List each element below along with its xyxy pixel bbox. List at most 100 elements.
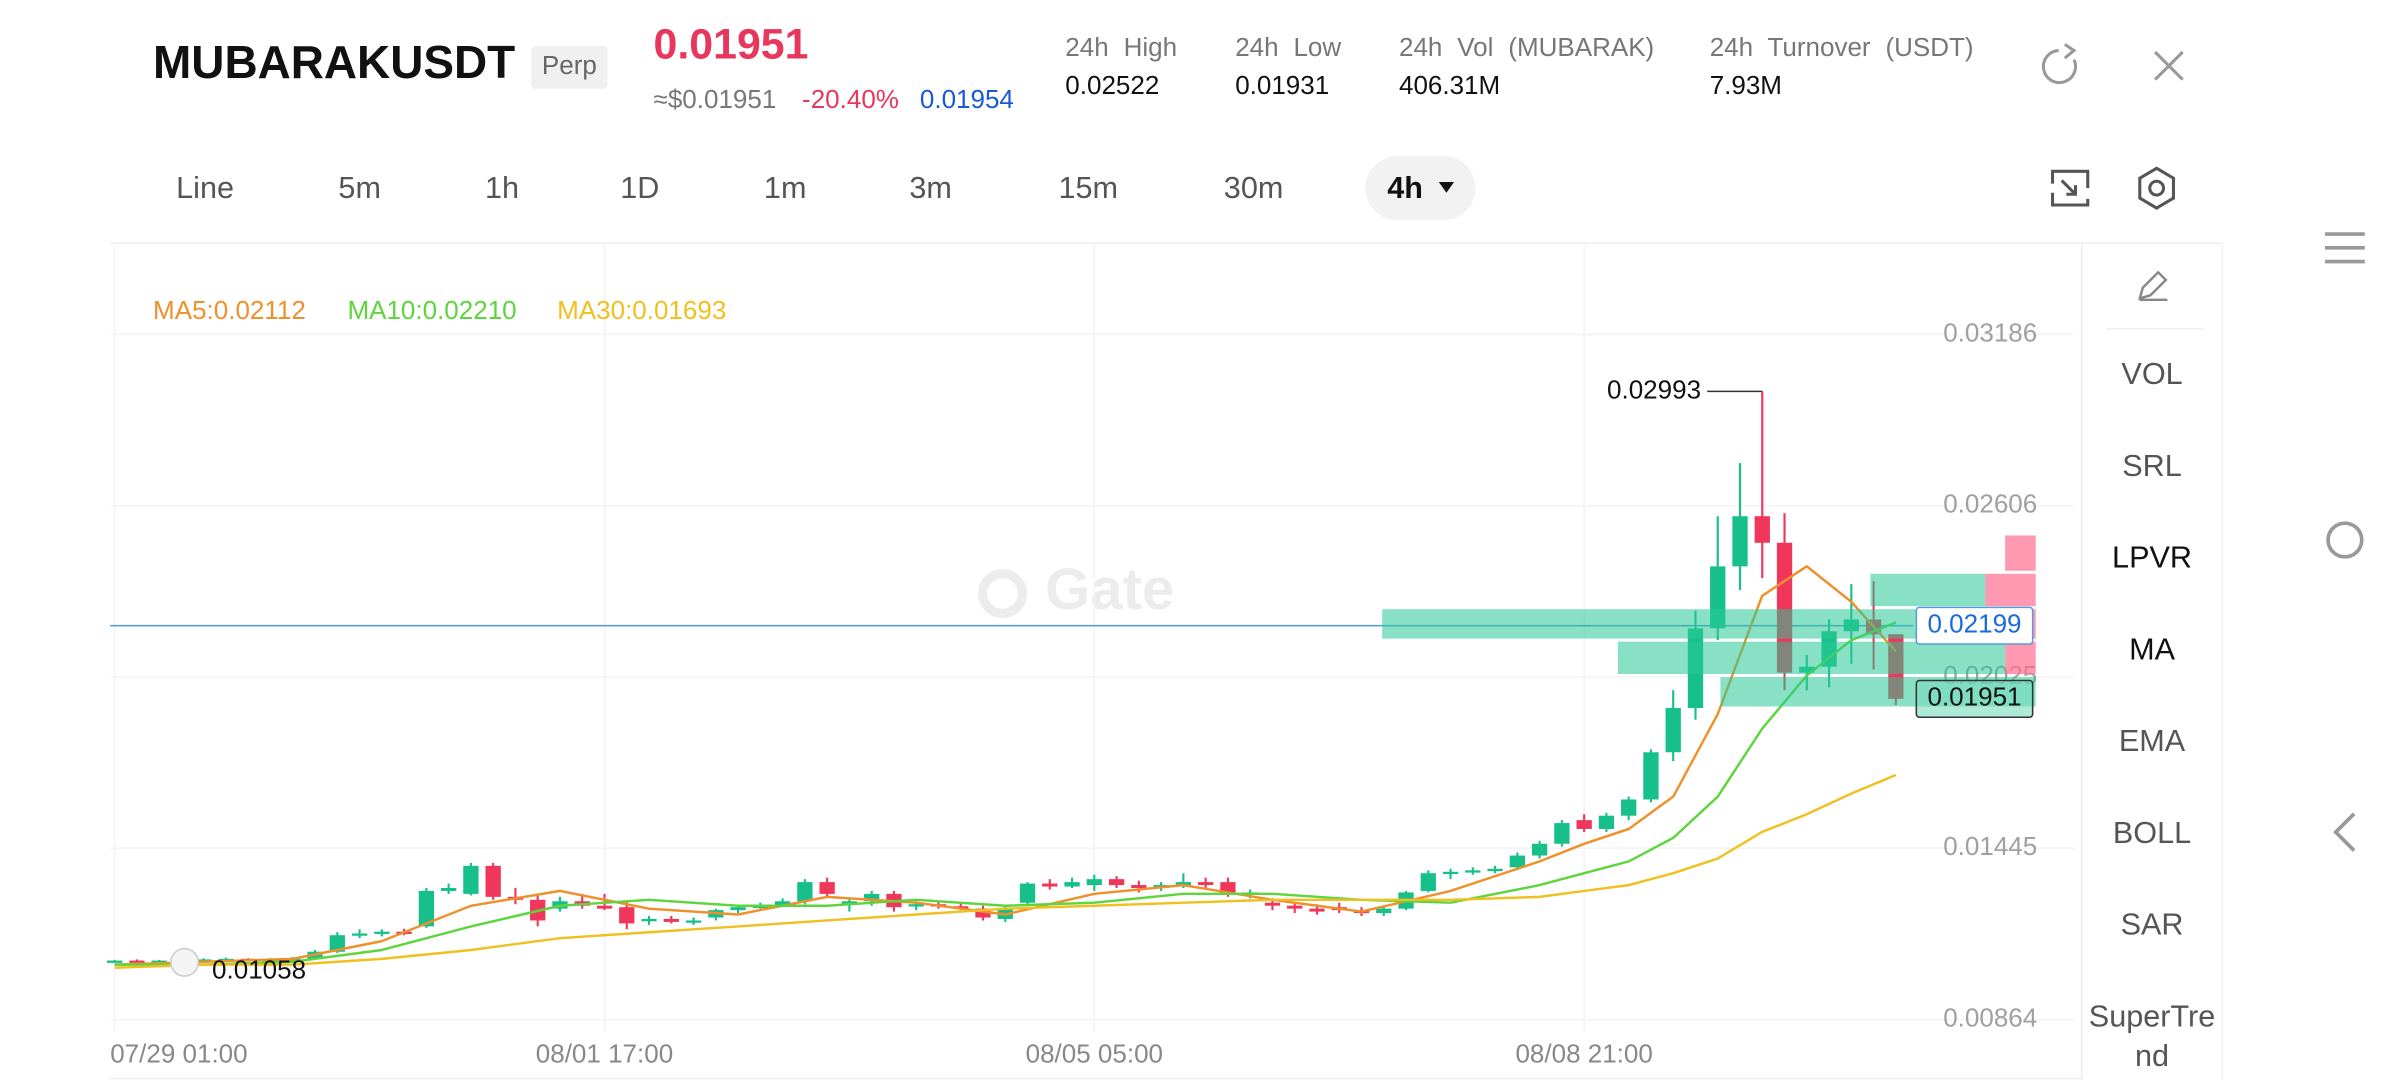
indicator-slot: MA [2129, 633, 2175, 667]
candle-body [1531, 843, 1548, 856]
candle-body [1621, 799, 1637, 816]
ma-line [114, 564, 1897, 966]
active-timeframe-pill [1365, 156, 1476, 221]
last-price-label: 0.01951 [1927, 682, 2021, 712]
indicator-tab[interactable]: EMA [2118, 725, 2186, 759]
indicator-slot: SuperTrend [2088, 1000, 2216, 1074]
candle-body [1442, 871, 1459, 875]
candle-body [1019, 883, 1036, 903]
y-tick-label: 0.02606 [1943, 488, 2037, 518]
timeframe-tab[interactable]: 1D [620, 171, 659, 205]
candle-body [1309, 908, 1325, 912]
candle-body [1064, 882, 1080, 887]
candle-body [619, 907, 635, 924]
price-line-label: 0.02199 [1927, 609, 2021, 639]
stat-value: 406.31M [1399, 70, 1500, 100]
back-icon[interactable] [2333, 812, 2356, 852]
candle-body [1175, 882, 1192, 886]
candle-body [418, 890, 435, 927]
candle-body [1576, 820, 1592, 829]
candle-body [1643, 752, 1659, 800]
watermark-logo [978, 569, 1028, 619]
candle-body [841, 901, 858, 904]
lpvr-buy-bar [1617, 641, 2006, 675]
indicator-tab[interactable]: MA [2129, 633, 2175, 667]
contract: Perp [542, 50, 597, 80]
indicator-slot: BOLL [2112, 816, 2192, 851]
home-icon[interactable] [2326, 521, 2364, 559]
x-tick-label: 08/05 05:00 [1026, 1038, 1163, 1068]
stat-value: 0.02522 [1065, 70, 1159, 100]
candle-body [485, 865, 501, 897]
settings-icon[interactable] [2138, 166, 2175, 210]
candle-body [1665, 708, 1681, 753]
usd-price: ≈$0.01951 [654, 84, 777, 114]
ma-line [114, 621, 1897, 966]
timeframe-tab[interactable]: 5m [338, 171, 381, 205]
candle-body [685, 920, 702, 923]
symbol: MUBARAKUSDT [153, 36, 515, 88]
indicator-tab[interactable]: SRL [2122, 449, 2182, 484]
close-icon[interactable] [2154, 50, 2184, 81]
candle-body [1042, 883, 1058, 887]
refresh-icon[interactable] [2041, 43, 2078, 85]
pencil-icon[interactable] [2138, 270, 2168, 302]
ma-line [114, 773, 1897, 969]
stat-value: 0.01931 [1235, 70, 1329, 100]
candle-body [1776, 542, 1793, 673]
indicator-slot: EMA [2118, 725, 2186, 759]
timeframe-tab[interactable]: 1h [485, 171, 519, 205]
x-tick-label: 08/08 21:00 [1515, 1038, 1652, 1068]
timeframe-tab[interactable]: 4h [1387, 171, 1423, 205]
candle-body [1487, 868, 1503, 872]
y-tick-label: 0.00864 [1943, 1002, 2037, 1032]
candle-body [1554, 823, 1570, 844]
candle-body [440, 887, 457, 891]
ma-legend: MA10:0.02210 [347, 295, 516, 325]
candle-body [463, 865, 479, 894]
candle-body [1465, 870, 1481, 873]
indicator-tab[interactable]: BOLL [2112, 816, 2192, 851]
lpvr-buy-bar [1382, 609, 1995, 639]
x-tick-label: 08/01 17:00 [536, 1038, 673, 1068]
indicator-tab[interactable]: LPVR [2112, 541, 2193, 576]
candle-body [1598, 815, 1615, 829]
screenshot-icon[interactable] [2051, 169, 2090, 207]
menu-icon[interactable] [2325, 232, 2365, 264]
stat-label: 24h Turnover (USDT) [1710, 32, 1974, 62]
timeframe-tab[interactable]: 1m [764, 171, 807, 205]
ma-legend: MA30:0.01693 [557, 295, 726, 325]
indicator-slot: SRL [2122, 449, 2182, 484]
dropdown-arrow[interactable] [1438, 182, 1455, 193]
candle-body [730, 907, 746, 911]
candle-body [641, 918, 657, 922]
candle-body [1131, 885, 1147, 888]
timeframe-tab[interactable]: 30m [1224, 171, 1284, 205]
stat-label: 24h Vol (MUBARAK) [1399, 32, 1654, 62]
price-line-box [1915, 606, 2034, 645]
low-label: 0.01058 [212, 954, 306, 984]
ma-legend: MA5:0.02112 [153, 295, 306, 325]
candle-body [329, 935, 345, 952]
change: -20.40% [802, 84, 899, 114]
indicator-tab[interactable]: SuperTrend [2088, 1000, 2216, 1074]
candle-body [351, 933, 368, 936]
candle-body [975, 908, 991, 918]
timeframe-tab[interactable]: 15m [1058, 171, 1118, 205]
candle-body [819, 882, 835, 894]
lpvr-sell-bar [2005, 535, 2036, 571]
indicator-tab[interactable]: SAR [2120, 908, 2184, 943]
candle-body [908, 904, 924, 907]
indicator-slot: SAR [2120, 908, 2184, 943]
timeframe-tab[interactable]: 3m [909, 171, 952, 205]
candle-body [663, 918, 679, 922]
candle-body [374, 931, 390, 934]
timeframe-tab[interactable]: Line [176, 171, 234, 205]
indicator-slot: VOL [2121, 357, 2183, 392]
candle-body [1108, 879, 1125, 886]
indicator-tab[interactable]: VOL [2121, 357, 2183, 392]
low-marker [169, 947, 200, 977]
candle-body [151, 960, 167, 963]
